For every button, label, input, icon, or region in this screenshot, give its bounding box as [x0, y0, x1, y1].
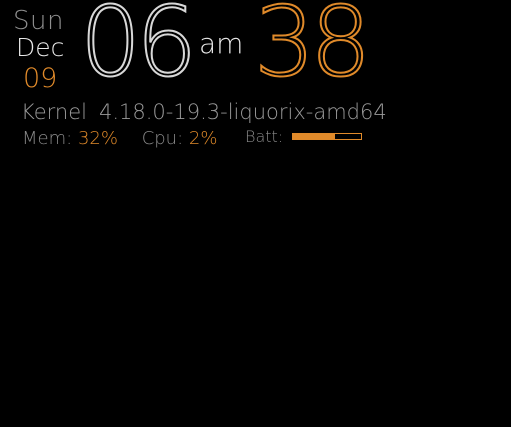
- battery-label: Batt:: [245, 127, 284, 146]
- kernel-version: 4.18.0-19.3-liquorix-amd64: [98, 100, 387, 124]
- battery-bar-fill: [293, 134, 336, 139]
- mem-value: 32%: [77, 128, 118, 149]
- month-label: Dec: [16, 33, 65, 62]
- system-stats: Mem: 32% Cpu: 2%: [22, 130, 217, 148]
- clock-ampm: am: [199, 27, 244, 60]
- mem-label: Mem:: [22, 128, 73, 149]
- battery-bar: [292, 133, 362, 140]
- weekday-label: Sun: [13, 6, 64, 36]
- cpu-value: 2%: [188, 128, 218, 149]
- clock-hour: 06: [79, 0, 198, 98]
- date-label: 09: [23, 63, 58, 94]
- kernel-info: Kernel 4.18.0-19.3-liquorix-amd64: [21, 102, 387, 123]
- clock-minute: 38: [253, 0, 372, 98]
- kernel-label: Kernel: [21, 100, 87, 124]
- cpu-label: Cpu:: [141, 128, 184, 149]
